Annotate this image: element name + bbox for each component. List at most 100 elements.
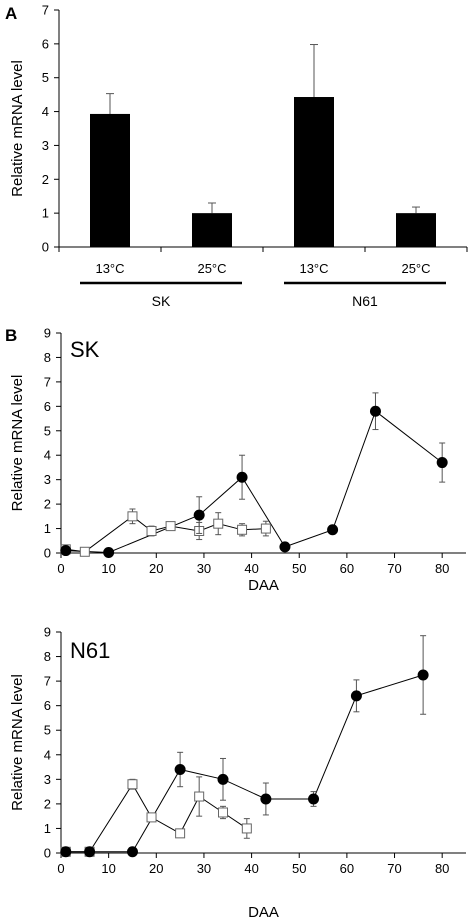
panel-inset-label: N61 bbox=[70, 638, 110, 663]
x-tick-label: 50 bbox=[292, 861, 306, 876]
y-tick-label: 2 bbox=[44, 796, 51, 811]
data-point bbox=[146, 526, 157, 536]
data-point bbox=[217, 773, 229, 785]
data-point bbox=[260, 523, 271, 534]
y-tick-label: 8 bbox=[44, 350, 51, 365]
data-point bbox=[417, 669, 429, 681]
y-axis-label: Relative mRNA level bbox=[9, 375, 26, 512]
data-point bbox=[174, 764, 186, 776]
x-tick-label: 80 bbox=[435, 561, 449, 576]
x-tick-label: 20 bbox=[149, 561, 163, 576]
data-point bbox=[260, 793, 272, 805]
data-point bbox=[146, 812, 157, 823]
x-tick-label: 80 bbox=[435, 861, 449, 876]
x-tick-label: 20 bbox=[149, 861, 163, 876]
data-point bbox=[60, 846, 72, 858]
y-tick-label: 6 bbox=[44, 698, 51, 713]
line-chart-n61: 0 1 2 3 4 5 6 7 8 9 0 10 20 30 40 50 60 70 80 DAA Relative m… bbox=[9, 625, 466, 920]
y-tick-label: 2 bbox=[42, 172, 49, 187]
series-line bbox=[65, 410, 443, 554]
panel-label-a: A bbox=[5, 4, 17, 23]
panel-label-b: B bbox=[5, 326, 17, 345]
data-point bbox=[193, 509, 205, 521]
data-point bbox=[308, 793, 320, 805]
y-tick-label: 1 bbox=[44, 821, 51, 836]
data-point bbox=[241, 823, 252, 834]
y-tick-label: 7 bbox=[44, 674, 51, 689]
data-point bbox=[236, 471, 248, 483]
group-label: SK bbox=[152, 293, 171, 309]
y-tick-label: 9 bbox=[44, 326, 51, 341]
y-axis-label: Relative mRNA level bbox=[9, 674, 26, 811]
x-axis-label: DAA bbox=[248, 904, 279, 920]
data-point bbox=[218, 807, 228, 818]
y-tick-label: 3 bbox=[44, 472, 51, 487]
category-label: 13°C bbox=[299, 261, 328, 276]
y-tick-label: 7 bbox=[42, 3, 49, 18]
x-tick-label: 50 bbox=[292, 561, 306, 576]
y-tick-label: 6 bbox=[44, 399, 51, 414]
category-label: 25°C bbox=[197, 261, 226, 276]
data-point bbox=[79, 546, 90, 557]
y-tick-label: 4 bbox=[44, 747, 51, 762]
data-point bbox=[127, 511, 138, 522]
x-tick-label: 40 bbox=[244, 861, 258, 876]
group-label: N61 bbox=[352, 293, 378, 309]
y-tick-label: 2 bbox=[44, 497, 51, 512]
data-point bbox=[369, 405, 381, 417]
y-tick-label: 5 bbox=[42, 70, 49, 85]
line-chart-sk: 0 1 2 3 4 5 6 7 8 9 0 10 20 30 40 50 60 70 80 DAA Relative m… bbox=[9, 326, 466, 594]
x-tick-label: 70 bbox=[387, 561, 401, 576]
data-point bbox=[127, 779, 138, 790]
y-tick-label: 7 bbox=[44, 374, 51, 389]
y-tick-label: 1 bbox=[42, 206, 49, 221]
bar bbox=[294, 97, 334, 248]
bar bbox=[90, 113, 130, 247]
data-point bbox=[165, 521, 176, 532]
data-point bbox=[60, 545, 72, 557]
y-tick-label: 0 bbox=[44, 546, 51, 561]
panel-inset-label: SK bbox=[70, 337, 100, 362]
x-tick-label: 30 bbox=[197, 561, 211, 576]
y-tick-label: 1 bbox=[44, 521, 51, 536]
x-tick-label: 0 bbox=[57, 561, 64, 576]
data-point bbox=[279, 541, 291, 553]
y-tick-label: 3 bbox=[42, 138, 49, 153]
y-tick-label: 0 bbox=[42, 240, 49, 255]
category-label: 13°C bbox=[95, 261, 124, 276]
category-label: 25°C bbox=[401, 261, 430, 276]
x-tick-label: 60 bbox=[340, 861, 354, 876]
y-tick-label: 0 bbox=[44, 846, 51, 861]
y-tick-label: 3 bbox=[44, 772, 51, 787]
x-tick-label: 10 bbox=[101, 561, 115, 576]
y-tick-label: 5 bbox=[44, 423, 51, 438]
y-tick-label: 5 bbox=[44, 723, 51, 738]
y-tick-label: 9 bbox=[44, 625, 51, 640]
x-tick-label: 30 bbox=[197, 861, 211, 876]
x-tick-label: 70 bbox=[387, 861, 401, 876]
bar bbox=[396, 213, 436, 247]
y-tick-label: 8 bbox=[44, 649, 51, 664]
bar-chart-a: 0 1 2 3 4 5 6 7 13°C 25°C 13°C 25°C SK N61 Relative mR… bbox=[9, 3, 468, 309]
data-point bbox=[237, 524, 248, 535]
x-axis-label: DAA bbox=[248, 577, 279, 594]
bar bbox=[192, 213, 232, 247]
x-tick-label: 60 bbox=[340, 561, 354, 576]
x-tick-label: 10 bbox=[101, 861, 115, 876]
data-point bbox=[350, 690, 362, 702]
data-point bbox=[213, 518, 224, 529]
data-point bbox=[194, 791, 205, 802]
data-point bbox=[84, 846, 96, 858]
x-tick-label: 0 bbox=[57, 861, 64, 876]
y-tick-label: 4 bbox=[44, 448, 51, 463]
y-axis-label: Relative mRNA level bbox=[9, 60, 26, 197]
data-point bbox=[436, 457, 448, 469]
data-point bbox=[126, 846, 138, 858]
data-point bbox=[175, 828, 186, 839]
x-tick-label: 40 bbox=[244, 561, 258, 576]
y-tick-label: 4 bbox=[42, 104, 49, 119]
data-point bbox=[327, 524, 339, 536]
y-tick-label: 6 bbox=[42, 36, 49, 51]
data-point bbox=[103, 547, 115, 559]
